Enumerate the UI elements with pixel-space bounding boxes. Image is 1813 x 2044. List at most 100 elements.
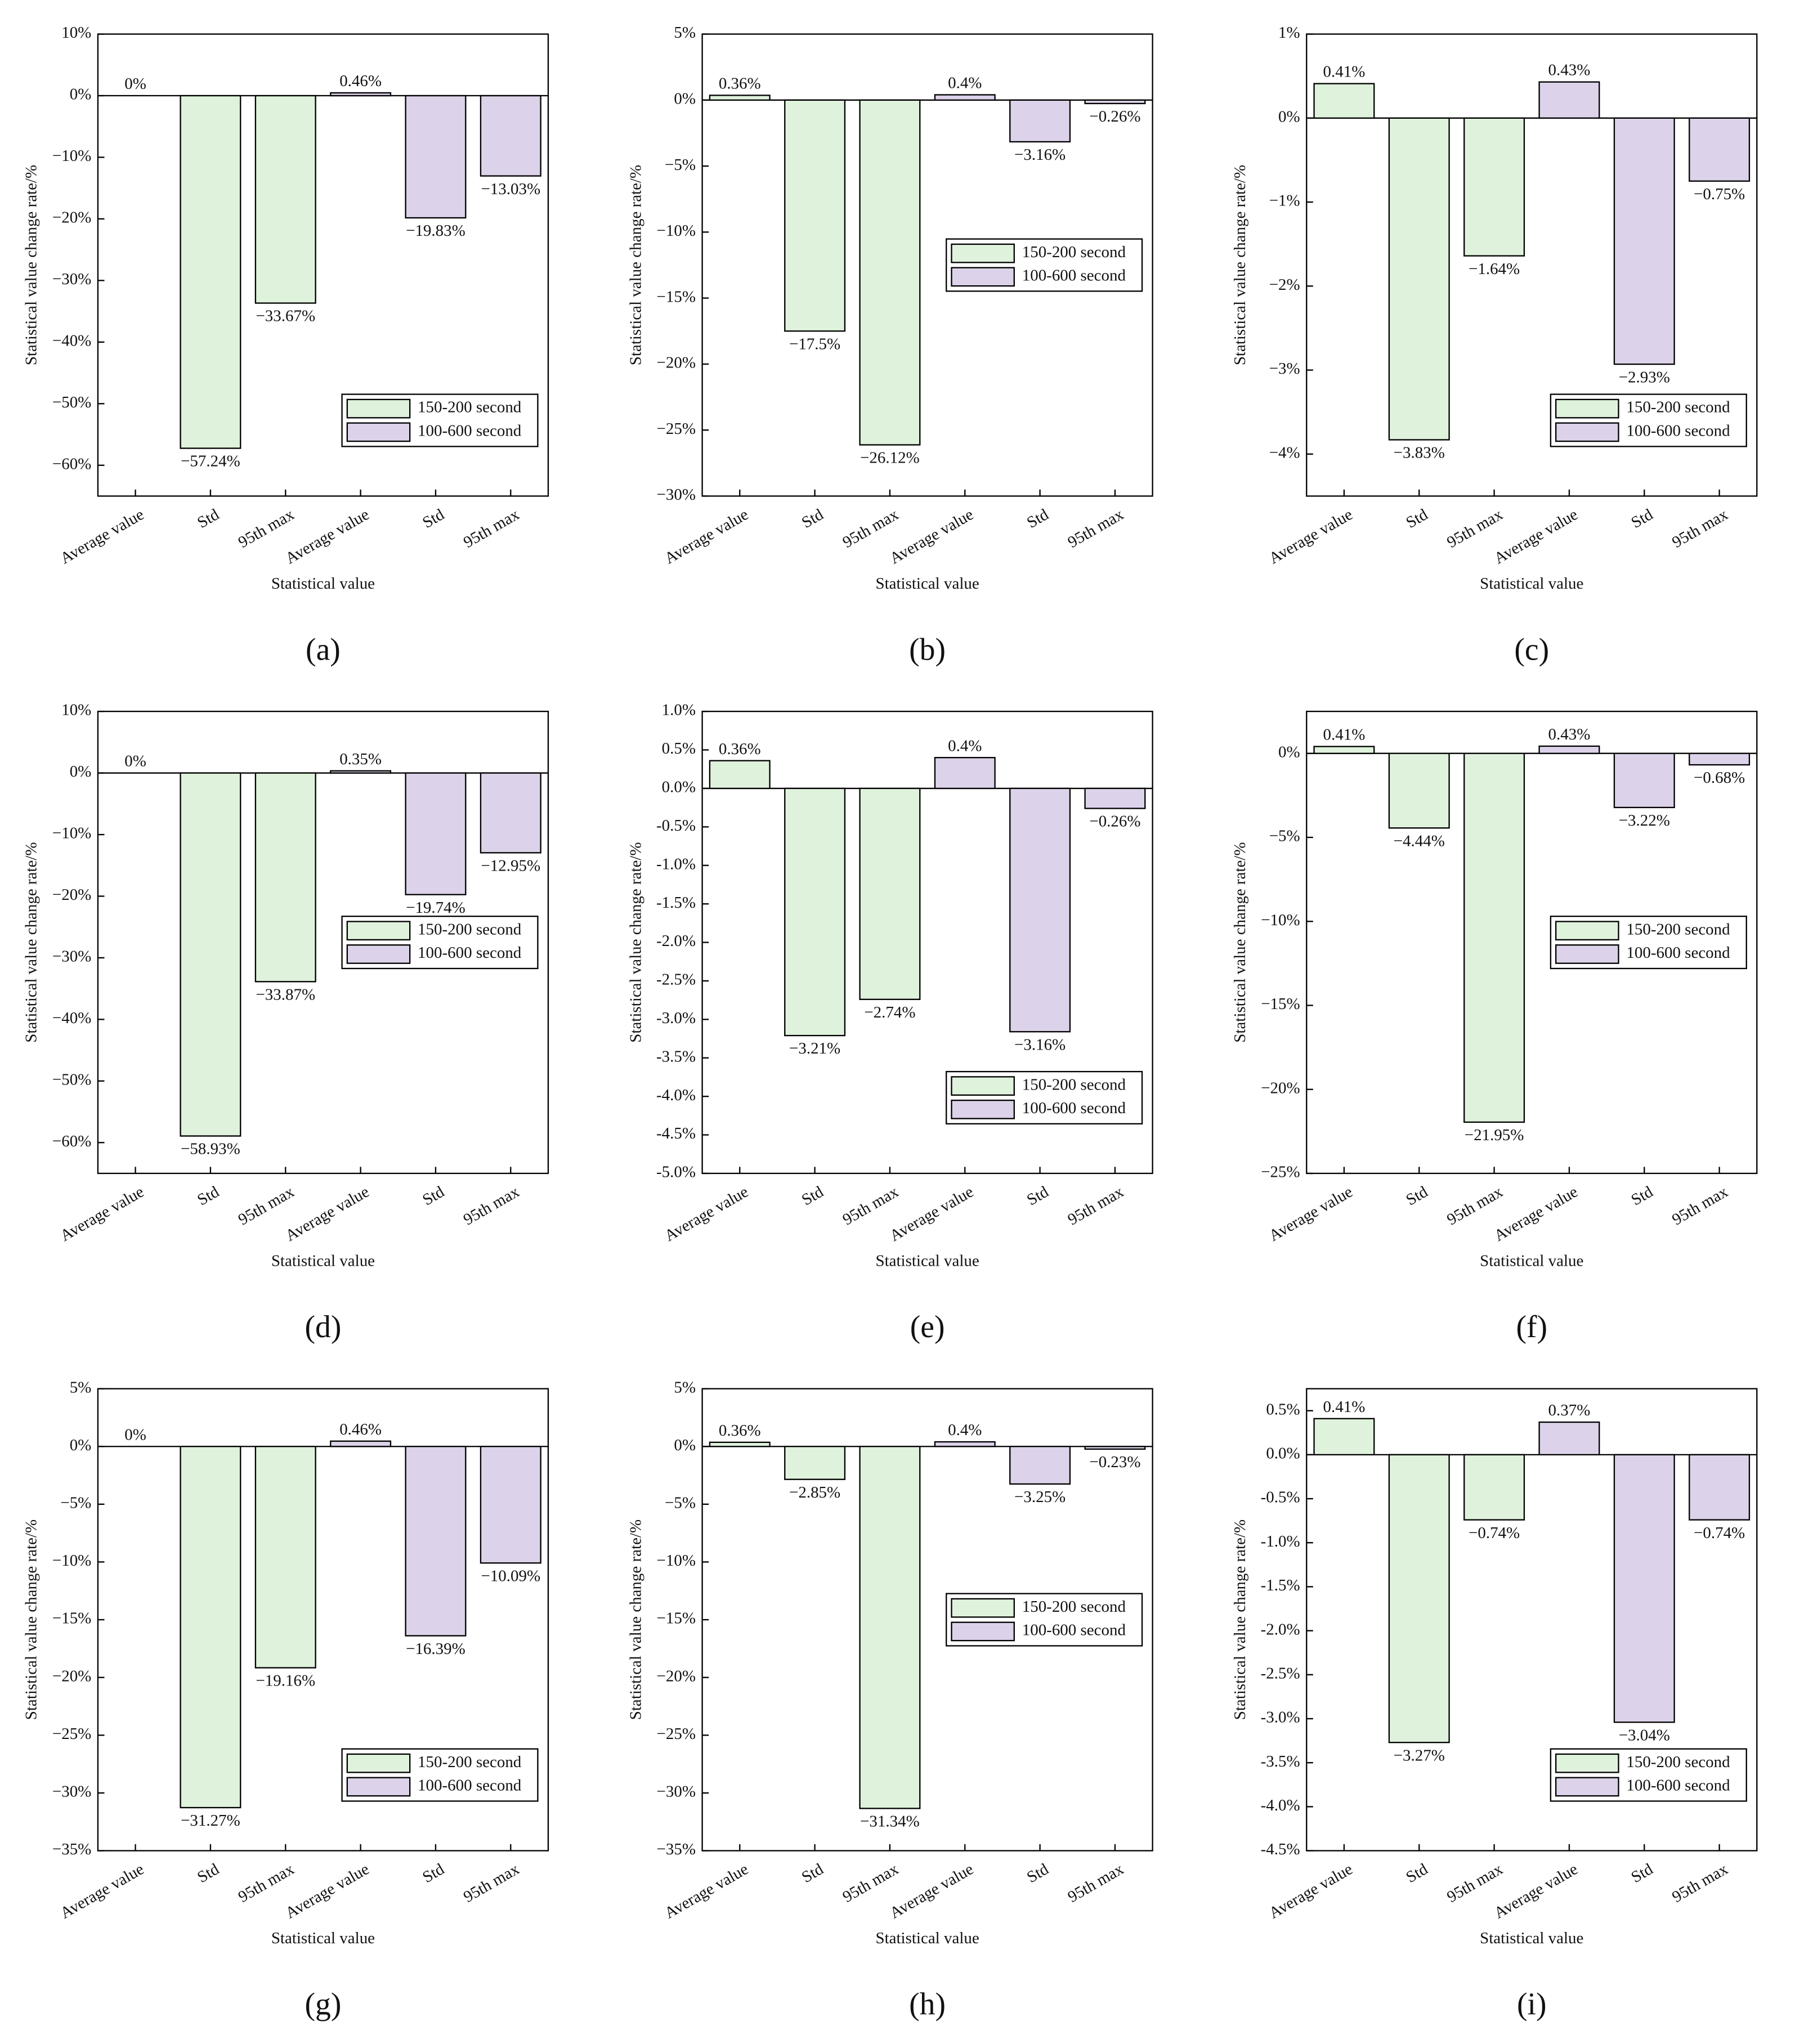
bar: [709, 95, 771, 101]
bar: [709, 1441, 771, 1447]
y-tick-label: -3.5%: [656, 1047, 696, 1065]
chart: 10% 0% −10% −20% −30% −40% −50% −60% 0% −57.24% −3…: [23, 24, 549, 667]
x-axis-label: Statistical value: [1480, 1929, 1583, 1947]
value-label: 0.43%: [1548, 61, 1591, 79]
x-tick-label: Std: [1628, 1182, 1657, 1209]
value-label: 0.46%: [339, 1420, 382, 1438]
value-label: −31.34%: [860, 1813, 920, 1831]
plot-frame: [701, 710, 1153, 1175]
bar: [1313, 83, 1375, 119]
bar: [254, 95, 316, 304]
value-label: −2.93%: [1619, 368, 1670, 386]
x-tick-label: 95th max: [1669, 505, 1731, 552]
y-tick-label: -2.5%: [656, 971, 696, 989]
y-tick-label: −5%: [60, 1494, 91, 1512]
y-tick-label: −30%: [52, 948, 91, 966]
x-tick-label: 95th max: [235, 505, 298, 552]
value-label: 0.37%: [1548, 1401, 1591, 1419]
y-tick-label: −30%: [657, 1783, 696, 1801]
y-tick-label: −50%: [52, 1070, 91, 1088]
legend: 150-200 second 100-600 second: [341, 1748, 539, 1802]
bar: [330, 1440, 392, 1447]
y-axis-label: Statistical value change rate/%: [1231, 165, 1249, 365]
x-tick-label: Average value: [283, 1183, 373, 1245]
y-tick-label: 0%: [70, 1436, 92, 1454]
y-axis-label: Statistical value change rate/%: [1231, 842, 1249, 1042]
y-tick-label: −10%: [657, 1552, 696, 1570]
legend-swatch: [951, 267, 1015, 287]
x-axis-label: Statistical value: [271, 575, 375, 593]
y-tick-label: −15%: [657, 288, 696, 306]
x-tick-label: Average value: [283, 505, 373, 568]
y-tick-label: 0%: [1278, 107, 1300, 125]
x-tick-label: Std: [419, 505, 447, 532]
y-axis-label: Statistical value change rate/%: [626, 842, 644, 1042]
y-tick-label: 0%: [1278, 743, 1300, 761]
x-axis-label: Statistical value: [875, 1252, 979, 1270]
bar: [330, 92, 392, 97]
y-tick-label: -3.0%: [656, 1009, 696, 1027]
chart: 0.5% 0.0% -0.5% -1.0% -1.5% -2.0% -2.5% -3.0% -3…: [1231, 1388, 1758, 2022]
y-tick-label: -3.0%: [1261, 1709, 1300, 1727]
bar: [1009, 99, 1071, 143]
bar: [1084, 787, 1146, 809]
x-tick-label: 95th max: [235, 1860, 298, 1906]
bar: [859, 1446, 921, 1809]
x-axis-label: Statistical value: [271, 1929, 375, 1947]
value-label: −13.03%: [481, 180, 540, 198]
legend: 150-200 second 100-600 second: [1550, 393, 1747, 447]
x-tick-label: Average value: [887, 505, 977, 568]
bar: [1009, 787, 1071, 1033]
bar: [1689, 117, 1751, 182]
value-label: −10.09%: [481, 1567, 540, 1585]
legend-swatch: [1555, 422, 1619, 442]
x-tick-label: Average value: [57, 1860, 147, 1922]
legend-label: 100-600 second: [1626, 1777, 1730, 1795]
y-tick-label: -4.5%: [1261, 1840, 1300, 1858]
x-tick-label: Average value: [1491, 1860, 1581, 1922]
y-tick-label: −5%: [1269, 827, 1300, 845]
y-tick-label: -2.0%: [1261, 1620, 1300, 1638]
legend-swatch: [346, 1753, 411, 1773]
bar: [1009, 1446, 1071, 1485]
legend: 150-200 second 100-600 second: [946, 1070, 1143, 1125]
chart: 5% 0% −5% −10% −15% −20% −25% −30% −35% 0.36% −2.8…: [626, 1378, 1153, 2022]
value-label: 0.43%: [1548, 725, 1591, 743]
value-label: −0.74%: [1694, 1524, 1745, 1542]
legend-label: 100-600 second: [1022, 1621, 1126, 1639]
x-tick-label: Std: [799, 1860, 827, 1886]
legend: 150-200 second 100-600 second: [1550, 1748, 1747, 1802]
y-tick-label: -1.5%: [1261, 1576, 1300, 1594]
bar: [1084, 1446, 1146, 1450]
panel-label: (b): [909, 633, 946, 667]
bar: [1313, 1418, 1375, 1456]
legend: 150-200 second 100-600 second: [341, 916, 539, 970]
x-tick-label: Average value: [1266, 1860, 1356, 1922]
legend-swatch: [1555, 1777, 1619, 1797]
x-tick-label: Average value: [661, 1860, 751, 1922]
legend-label: 100-600 second: [418, 1777, 522, 1795]
x-tick-label: Std: [419, 1860, 447, 1886]
bar: [784, 99, 846, 332]
x-tick-label: 95th max: [840, 1182, 902, 1229]
y-tick-label: 0%: [70, 86, 92, 104]
y-tick-label: -4.0%: [656, 1086, 696, 1104]
y-tick-label: −25%: [52, 1725, 91, 1743]
bar: [1538, 81, 1600, 119]
legend-label: 100-600 second: [1626, 944, 1730, 962]
x-tick-label: 95th max: [460, 1860, 523, 1906]
x-tick-label: Average value: [1491, 505, 1581, 568]
x-tick-label: 95th max: [1444, 505, 1506, 552]
legend-label: 100-600 second: [418, 944, 522, 962]
y-axis-label: Statistical value change rate/%: [23, 1519, 41, 1720]
legend-swatch: [1555, 398, 1619, 419]
legend-swatch: [1555, 1753, 1619, 1773]
y-tick-label: −3%: [1269, 360, 1300, 378]
y-tick-label: 0%: [70, 763, 92, 781]
legend-label: 150-200 second: [418, 920, 522, 938]
value-label: 0.41%: [1323, 63, 1366, 81]
y-tick-label: 0.5%: [662, 739, 696, 757]
y-tick-label: -4.5%: [656, 1124, 696, 1142]
x-tick-label: 95th max: [1669, 1182, 1731, 1229]
value-label: −3.21%: [789, 1039, 840, 1057]
